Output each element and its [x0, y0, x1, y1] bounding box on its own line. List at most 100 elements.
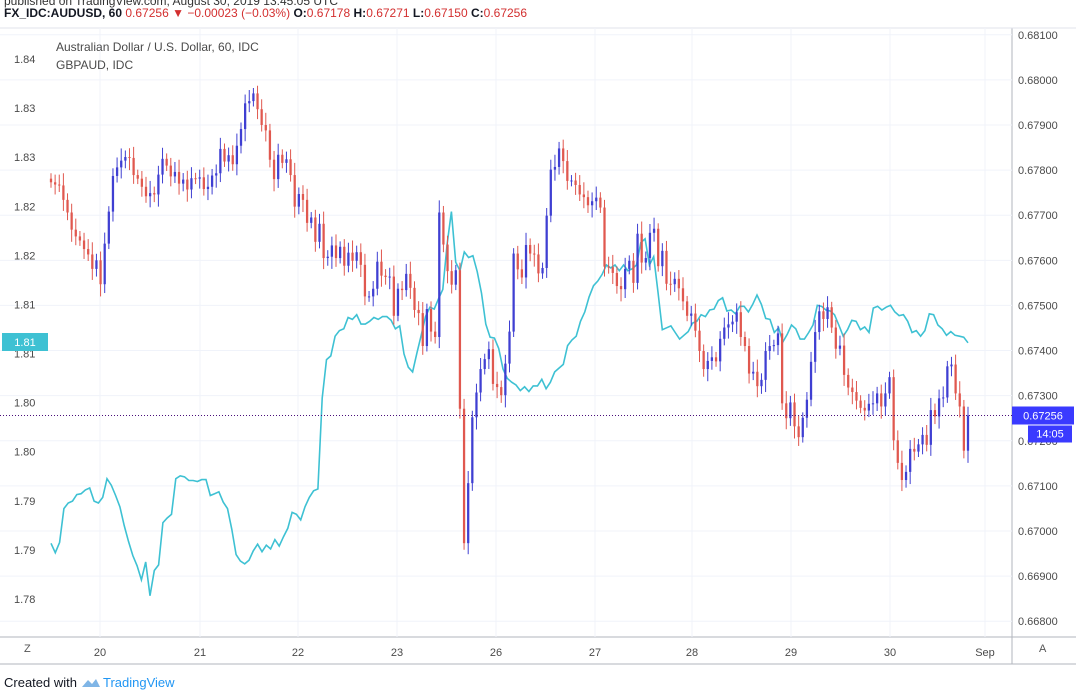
down-arrow-icon: ▼ [172, 6, 184, 20]
candle-body [636, 233, 639, 283]
low-value: 0.67150 [424, 6, 468, 20]
candle-body [958, 393, 961, 407]
candle-body [260, 109, 263, 125]
candle-body [281, 154, 284, 163]
candle-body [727, 324, 730, 328]
candle-body [880, 393, 883, 407]
candle-body [421, 313, 424, 347]
candle-body [186, 179, 189, 190]
candle-body [785, 403, 788, 419]
candle-body [690, 313, 693, 316]
candle-body [747, 346, 751, 374]
candle-body [710, 357, 714, 361]
price-overlays: 0.67256 14:05 1.81 [0, 333, 1074, 443]
candle-body [520, 269, 524, 278]
candle-body [929, 410, 932, 445]
countdown-label: 14:05 [1036, 429, 1064, 441]
candle-body [495, 383, 499, 388]
candle-body [909, 448, 912, 472]
right-tick-label: 0.67400 [1018, 346, 1058, 358]
candle-body [553, 166, 557, 170]
auto-scale-left-button[interactable]: Z [24, 643, 31, 655]
candle-body [458, 270, 462, 409]
candle-body [202, 177, 205, 190]
right-tick-label: 0.66800 [1018, 616, 1058, 628]
candle-body [49, 178, 53, 183]
last-price: 0.67256 [125, 6, 169, 20]
candle-body [830, 307, 833, 328]
left-tick-label: 1.80 [14, 447, 35, 459]
candle-body [607, 266, 610, 268]
candle-body [239, 129, 243, 146]
tradingview-link[interactable]: TradingView [102, 675, 175, 690]
candle-body [562, 148, 565, 162]
candle-body [53, 182, 57, 185]
candle-body [359, 252, 362, 265]
left-tick-label: 1.79 [14, 545, 35, 557]
candle-body [586, 197, 590, 206]
candle-body [462, 408, 466, 544]
candle-body [851, 387, 854, 393]
candle-body [752, 371, 755, 374]
candle-body [66, 199, 69, 213]
candle-body [363, 264, 367, 297]
candle-body [491, 349, 495, 384]
auto-scale-right-button[interactable]: A [1039, 643, 1047, 655]
candle-body [326, 256, 329, 259]
header-bar: published on TradingView.com, August 30,… [0, 0, 1076, 28]
candle-body [305, 199, 309, 223]
candle-body [310, 217, 313, 223]
candle-body [702, 350, 705, 370]
footer: Created with TradingView [4, 675, 175, 690]
right-tick-label: 0.67000 [1018, 526, 1058, 538]
candle-body [210, 175, 214, 187]
candle-body [293, 175, 296, 207]
candle-body [454, 270, 457, 285]
candle-body [801, 417, 804, 438]
candle-body [669, 283, 672, 285]
candle-body [111, 175, 115, 212]
candle-body [450, 271, 453, 285]
candle-body [434, 331, 437, 338]
candle-body [814, 332, 817, 362]
candle-body [913, 448, 916, 452]
candle-body [896, 440, 899, 463]
candle-body [764, 350, 767, 380]
candle-body [285, 159, 288, 163]
candle-body [425, 309, 429, 347]
candle-body [244, 103, 247, 130]
candle-body [529, 244, 532, 254]
chart-grid [0, 27, 1076, 665]
candle-body [190, 178, 193, 190]
candle-body [603, 207, 606, 267]
candle-body [161, 158, 164, 175]
right-tick-label: 0.67800 [1018, 165, 1058, 177]
candle-body [776, 333, 780, 346]
gbpaud-line [50, 211, 969, 596]
candle-body [566, 161, 569, 181]
candle-body [318, 223, 321, 242]
candle-body [966, 415, 970, 451]
candle-body [805, 399, 809, 418]
candle-body [70, 212, 73, 230]
left-tick-label: 1.83 [14, 103, 35, 115]
chart-canvas[interactable]: 1.841.831.831.821.821.811.811.801.801.79… [0, 0, 1076, 670]
candle-body [330, 245, 334, 257]
candle-body [301, 194, 305, 200]
candle-body [582, 194, 585, 198]
candle-body [685, 301, 689, 316]
candle-body [859, 400, 862, 408]
candle-body [372, 288, 375, 297]
candle-body [82, 240, 86, 250]
candle-body [347, 252, 350, 266]
candle-body [723, 327, 726, 339]
candle-body [925, 434, 928, 445]
countdown-label-bg [1028, 425, 1072, 443]
candle-body [590, 201, 594, 206]
left-tick-label: 1.81 [14, 349, 35, 361]
candle-body [297, 194, 300, 207]
time-tick-label: 21 [194, 647, 206, 659]
candle-body [339, 246, 342, 259]
time-axis: 20 21 22 23 26 27 28 29 30 Sep [94, 647, 995, 659]
candle-body [148, 193, 152, 197]
